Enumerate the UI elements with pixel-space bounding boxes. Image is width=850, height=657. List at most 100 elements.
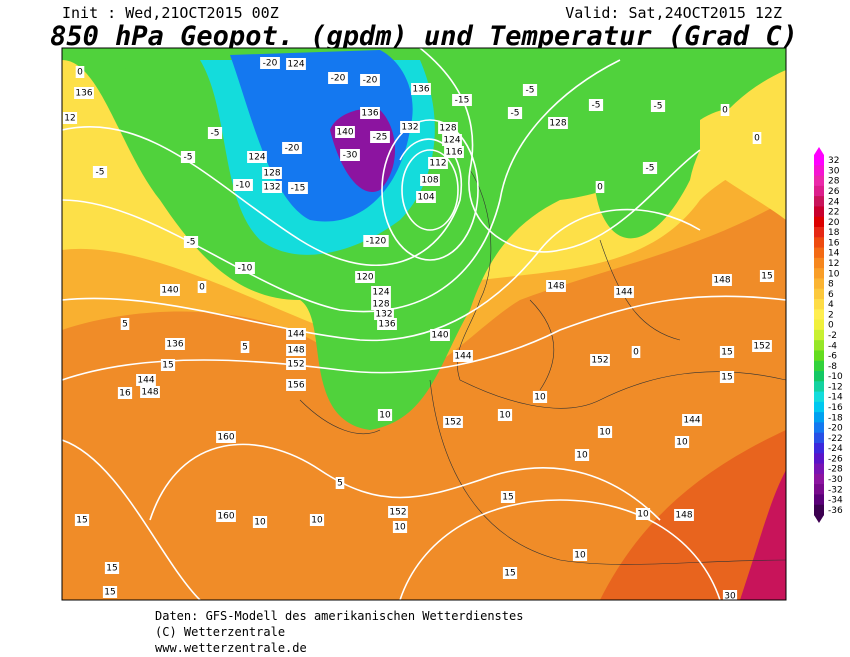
contour-label: -5 bbox=[592, 101, 601, 111]
contour-label-box bbox=[400, 121, 420, 133]
colorbar-swatch bbox=[814, 309, 824, 321]
contour-label: -5 bbox=[511, 109, 520, 119]
colorbar-label: 24 bbox=[828, 197, 840, 207]
contour-label-box bbox=[75, 66, 85, 78]
colorbar-swatch bbox=[814, 175, 824, 187]
contour-label-box bbox=[507, 107, 523, 119]
colorbar-swatch bbox=[814, 350, 824, 362]
contour-label-box bbox=[233, 179, 253, 191]
contour-label-box bbox=[719, 346, 735, 358]
contour-label-box bbox=[260, 57, 280, 69]
contour-label: -5 bbox=[96, 168, 105, 178]
colorbar-label: 10 bbox=[828, 269, 840, 279]
contour-label: -10 bbox=[236, 181, 251, 191]
contour-label-box bbox=[377, 318, 397, 330]
init-time: Init : Wed,21OCT2015 00Z bbox=[62, 4, 279, 22]
contour-label-box bbox=[183, 236, 199, 248]
contour-label: 30 bbox=[724, 592, 736, 602]
colorbar-swatch bbox=[814, 299, 824, 310]
contour-label-box bbox=[444, 146, 464, 158]
contour-label: 152 bbox=[444, 418, 461, 428]
colorbar-swatch bbox=[814, 237, 824, 249]
contour-label-box bbox=[453, 350, 473, 362]
colorbar-swatch bbox=[814, 463, 824, 475]
colorbar-swatch bbox=[814, 443, 824, 454]
colorbar-label: -20 bbox=[828, 424, 843, 434]
contour-label-box bbox=[104, 562, 120, 574]
contour-label-box bbox=[430, 329, 450, 341]
colorbar-label: -6 bbox=[828, 352, 837, 362]
contour-label-box bbox=[443, 416, 463, 428]
contour-label: 15 bbox=[761, 272, 772, 282]
colorbar-swatch bbox=[814, 381, 824, 393]
contour-label-box bbox=[360, 107, 380, 119]
contour-label-box bbox=[286, 344, 306, 356]
isotherm bbox=[62, 439, 721, 600]
colorbar-label: -4 bbox=[828, 341, 837, 351]
contour-label: 128 bbox=[549, 119, 566, 129]
colorbar-swatch bbox=[814, 155, 824, 166]
contour-label-box bbox=[752, 340, 772, 352]
colorbar-swatch bbox=[814, 504, 824, 516]
colorbar-swatch bbox=[814, 278, 824, 290]
isohypse bbox=[62, 295, 786, 381]
contour-label: 144 bbox=[137, 376, 154, 386]
contour-label-box bbox=[120, 318, 130, 330]
contour-label: -20 bbox=[263, 59, 278, 69]
contour-label: 15 bbox=[76, 516, 87, 526]
contour-label: 15 bbox=[162, 361, 173, 371]
contour-label-box bbox=[595, 181, 605, 193]
colorbar-label: 14 bbox=[828, 249, 840, 259]
contour-label: 136 bbox=[166, 340, 183, 350]
contour-label-box bbox=[752, 132, 762, 144]
contour-label-box bbox=[282, 142, 302, 154]
contour-label: 148 bbox=[287, 346, 304, 356]
very-hot-area bbox=[740, 470, 786, 600]
colorbar-label: 0 bbox=[828, 321, 834, 331]
contour-label: -30 bbox=[343, 151, 358, 161]
contour-label: 148 bbox=[713, 276, 730, 286]
contour-label: 160 bbox=[217, 512, 234, 522]
contour-label: 148 bbox=[547, 282, 564, 292]
contour-label-box bbox=[363, 235, 389, 247]
contour-label-box bbox=[235, 262, 255, 274]
contour-label: -15 bbox=[455, 96, 470, 106]
contour-label-box bbox=[286, 328, 306, 340]
contour-label-box bbox=[674, 436, 690, 448]
contour-label: -5 bbox=[187, 238, 196, 248]
colorbar-label: 32 bbox=[828, 156, 839, 166]
contour-label: 132 bbox=[375, 310, 392, 320]
colorbar-label: 4 bbox=[828, 300, 834, 310]
contour-label: 10 bbox=[311, 516, 323, 526]
contour-label: -120 bbox=[366, 237, 387, 247]
contour-label-box bbox=[650, 100, 666, 112]
contour-label-box bbox=[207, 127, 223, 139]
contour-label-box bbox=[674, 509, 694, 521]
contour-label: 10 bbox=[676, 438, 688, 448]
colorbar-label: -28 bbox=[828, 465, 843, 475]
contour-label-box bbox=[309, 514, 325, 526]
map-frame bbox=[61, 47, 787, 601]
contour-label-box bbox=[74, 514, 90, 526]
contour-label: 10 bbox=[576, 451, 588, 461]
colorbar-swatch bbox=[814, 371, 824, 382]
contour-label-box bbox=[140, 386, 160, 398]
contour-label: 148 bbox=[141, 388, 158, 398]
contour-label: -10 bbox=[238, 264, 253, 274]
contour-label-box bbox=[722, 590, 738, 600]
colorbar-swatch bbox=[814, 196, 824, 207]
contour-label-box bbox=[165, 338, 185, 350]
coastline bbox=[299, 169, 786, 565]
contour-label: 136 bbox=[378, 320, 395, 330]
colorbar-label: 8 bbox=[828, 280, 834, 290]
contour-label-box bbox=[360, 74, 380, 86]
contour-label: 120 bbox=[356, 273, 373, 283]
colorbar-swatch bbox=[814, 360, 824, 372]
contour-label: 144 bbox=[615, 288, 632, 298]
colorbar-swatch bbox=[814, 257, 824, 269]
contour-label-box bbox=[388, 506, 408, 518]
contour-label: 10 bbox=[599, 428, 611, 438]
contour-label: 140 bbox=[336, 128, 353, 138]
